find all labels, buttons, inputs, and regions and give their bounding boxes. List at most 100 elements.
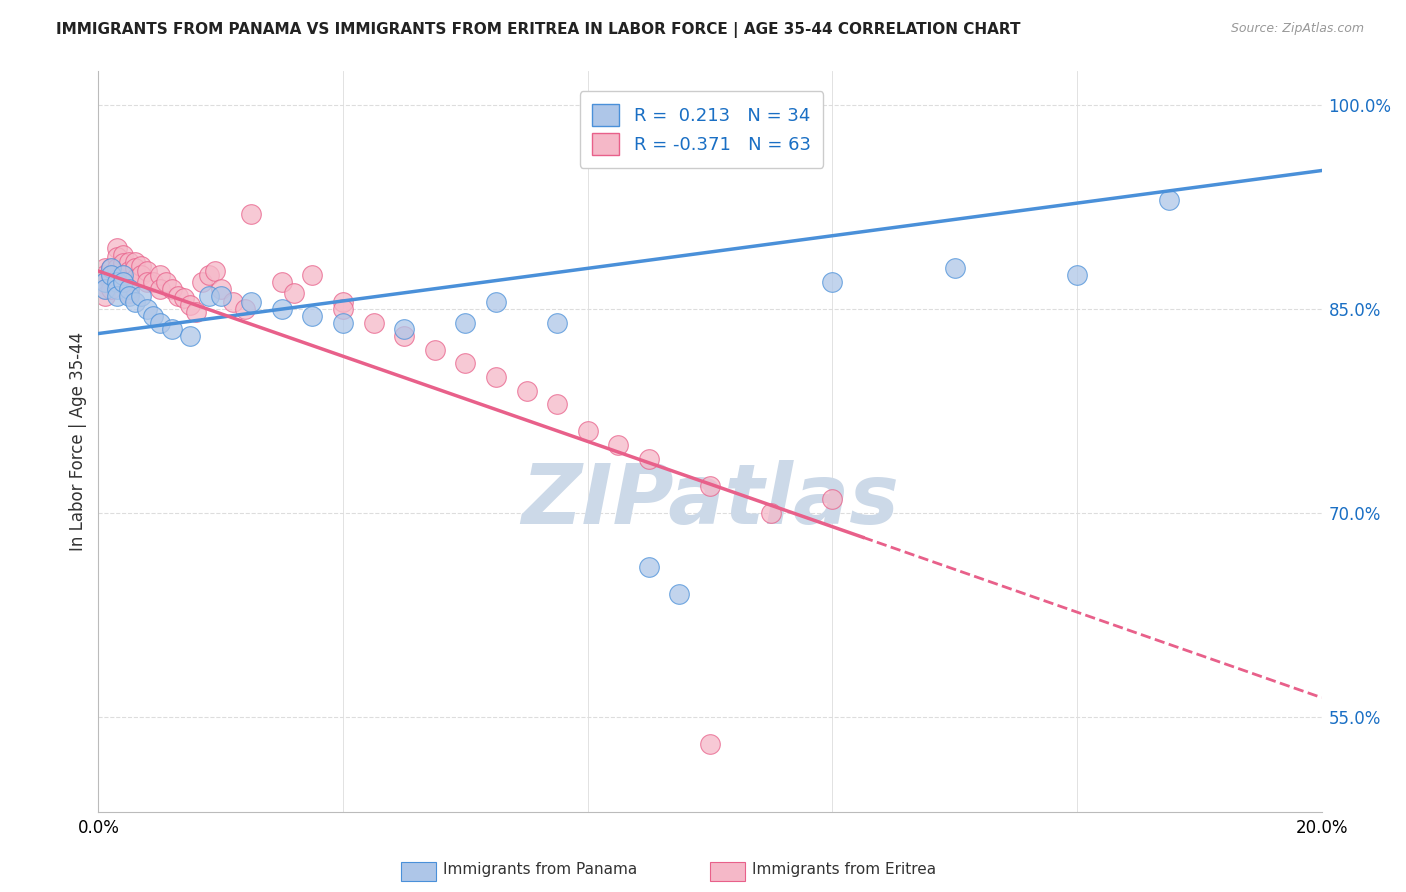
Point	[111, 248, 134, 262]
Text: IMMIGRANTS FROM PANAMA VS IMMIGRANTS FROM ERITREA IN LABOR FORCE | AGE 35-44 COR: IMMIGRANTS FROM PANAMA VS IMMIGRANTS FRO…	[56, 22, 1021, 38]
Point	[118, 275, 141, 289]
Point	[943, 261, 966, 276]
Point	[173, 291, 195, 305]
Point	[124, 261, 146, 276]
Point	[100, 282, 122, 296]
Point	[699, 478, 721, 492]
Point	[821, 275, 844, 289]
Point	[100, 261, 122, 276]
Point	[111, 275, 134, 289]
Point	[240, 207, 263, 221]
Text: ZIPatlas: ZIPatlas	[522, 460, 898, 541]
Point	[699, 737, 721, 751]
Point	[233, 302, 256, 317]
Point	[142, 275, 165, 289]
Point	[270, 275, 292, 289]
Point	[100, 275, 122, 289]
Point	[93, 261, 115, 276]
Point	[301, 309, 323, 323]
Point	[124, 254, 146, 268]
Point	[363, 316, 385, 330]
Point	[392, 329, 416, 343]
Text: Immigrants from Eritrea: Immigrants from Eritrea	[752, 863, 936, 877]
Point	[160, 322, 183, 336]
Point	[142, 309, 165, 323]
Point	[111, 268, 134, 282]
Point	[118, 254, 141, 268]
Point	[124, 295, 146, 310]
Point	[454, 356, 477, 370]
Text: Immigrants from Panama: Immigrants from Panama	[443, 863, 637, 877]
Point	[136, 302, 159, 317]
Point	[118, 288, 141, 302]
Point	[105, 282, 128, 296]
Point	[93, 268, 115, 282]
Point	[270, 302, 292, 317]
Point	[118, 264, 141, 278]
Point	[111, 256, 134, 270]
Point	[332, 316, 354, 330]
Point	[129, 268, 152, 282]
Point	[93, 275, 115, 289]
Point	[191, 275, 214, 289]
Point	[149, 316, 172, 330]
Point	[546, 397, 568, 411]
Point	[111, 275, 134, 289]
Point	[204, 264, 226, 278]
Point	[105, 251, 128, 265]
Point	[136, 275, 159, 289]
Point	[160, 282, 183, 296]
Point	[637, 560, 661, 574]
Point	[1066, 268, 1088, 282]
Point	[93, 282, 115, 296]
Point	[111, 268, 134, 282]
Point	[105, 272, 128, 286]
Point	[197, 268, 219, 282]
Point	[118, 285, 141, 300]
Y-axis label: In Labor Force | Age 35-44: In Labor Force | Age 35-44	[69, 332, 87, 551]
Point	[209, 288, 232, 302]
Point	[209, 282, 232, 296]
Point	[222, 295, 245, 310]
Point	[186, 305, 208, 319]
Point	[197, 288, 219, 302]
Point	[105, 275, 128, 289]
Point	[454, 316, 477, 330]
Point	[167, 288, 190, 302]
Point	[93, 288, 115, 302]
Point	[179, 298, 201, 312]
Point	[392, 322, 416, 336]
Text: Source: ZipAtlas.com: Source: ZipAtlas.com	[1230, 22, 1364, 36]
Point	[129, 259, 152, 273]
Point	[759, 506, 782, 520]
Point	[1157, 194, 1180, 208]
Point	[485, 370, 508, 384]
Point	[240, 295, 263, 310]
Point	[668, 587, 690, 601]
Point	[124, 272, 146, 286]
Point	[93, 275, 115, 289]
Point	[100, 268, 122, 282]
Point	[100, 261, 122, 276]
Point	[105, 261, 128, 276]
Point	[100, 268, 122, 282]
Point	[607, 438, 630, 452]
Point	[149, 282, 172, 296]
Point	[485, 295, 508, 310]
Point	[149, 268, 172, 282]
Point	[576, 425, 599, 439]
Point	[93, 282, 115, 296]
Point	[332, 295, 354, 310]
Point	[283, 285, 305, 300]
Point	[118, 282, 141, 296]
Point	[516, 384, 538, 398]
Point	[155, 275, 177, 289]
Point	[179, 329, 201, 343]
Point	[546, 316, 568, 330]
Point	[301, 268, 323, 282]
Point	[332, 302, 354, 317]
Point	[423, 343, 446, 357]
Point	[105, 288, 128, 302]
Point	[637, 451, 661, 466]
Point	[129, 288, 152, 302]
